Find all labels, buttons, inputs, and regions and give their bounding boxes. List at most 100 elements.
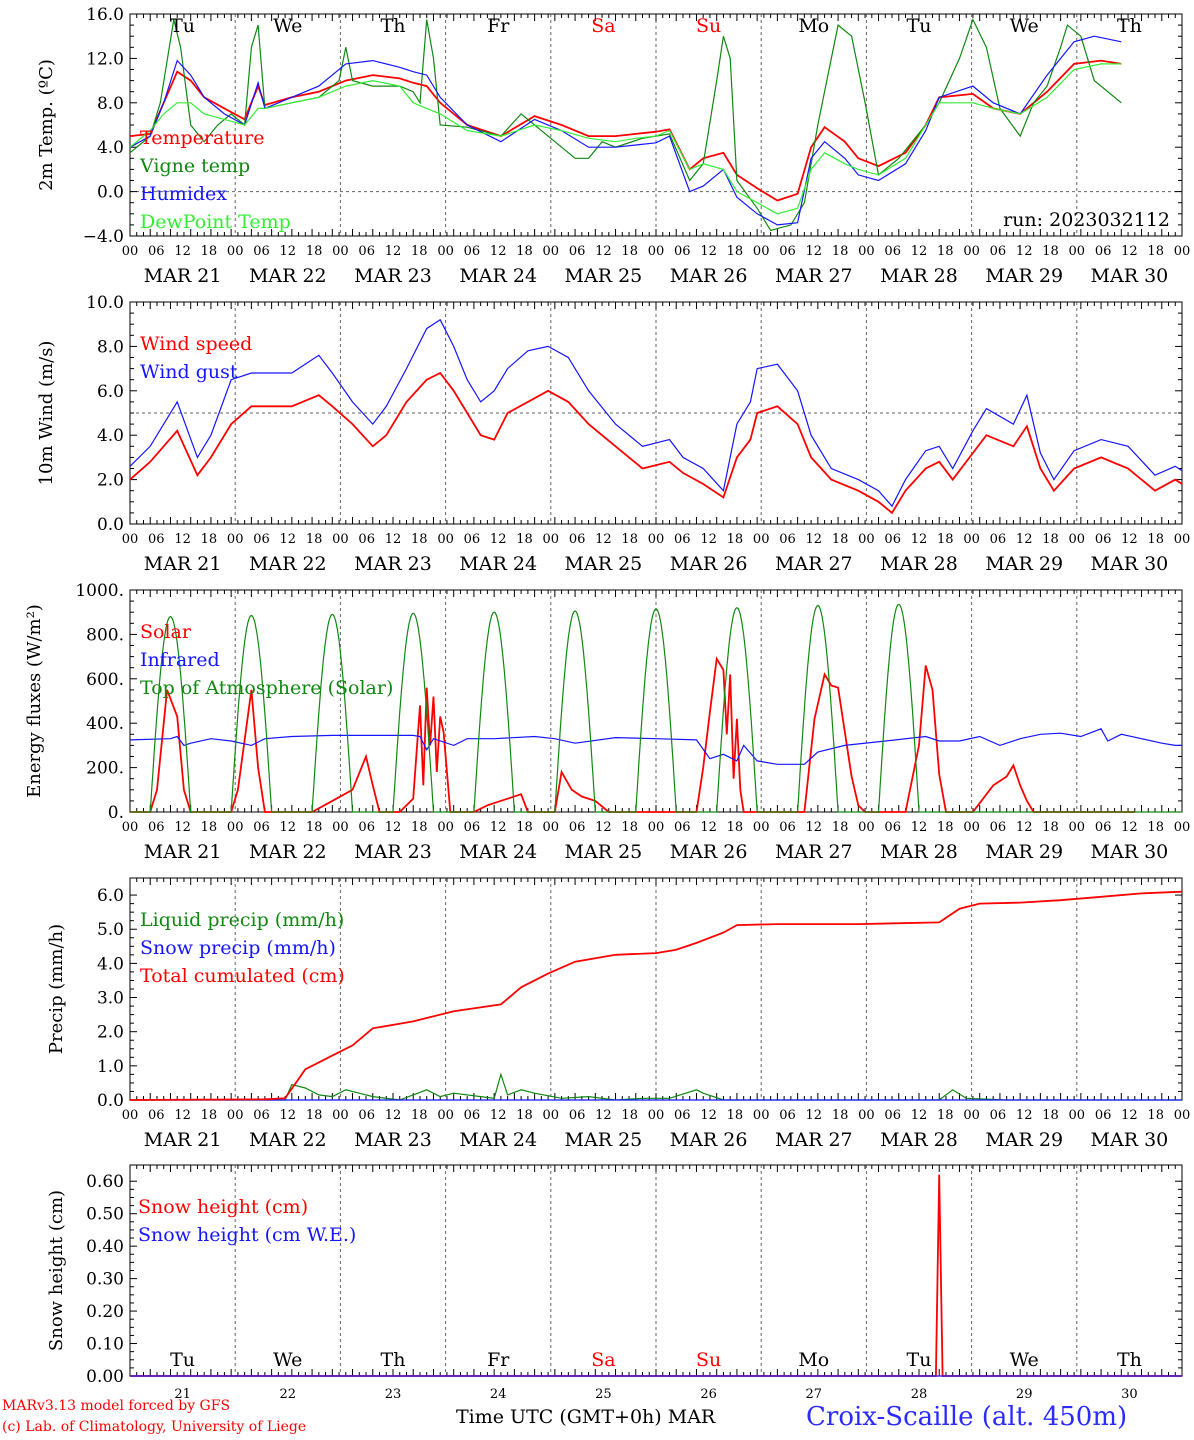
date-label: MAR 21 <box>144 553 222 575</box>
hour-tick-label: 00 <box>648 532 665 547</box>
hour-tick-label: 12 <box>280 820 297 835</box>
hour-tick-label: 00 <box>753 532 770 547</box>
model-credit: MARv3.13 model forced by GFS <box>2 1398 231 1414</box>
hour-tick-label: 06 <box>569 820 586 835</box>
hour-tick-label: 00 <box>1069 532 1086 547</box>
y-axis-label: Snow height (cm) <box>46 1190 67 1351</box>
hour-tick-label: 06 <box>464 532 481 547</box>
hour-tick-label: 00 <box>963 820 980 835</box>
hour-tick-label: 18 <box>727 532 744 547</box>
date-label: MAR 23 <box>354 841 432 863</box>
date-label: MAR 29 <box>985 841 1063 863</box>
day-number-label: 30 <box>1121 1387 1138 1402</box>
weekday-label: Mo <box>798 1349 829 1371</box>
y-tick-label: 3.0 <box>97 989 124 1009</box>
hour-tick-label: 18 <box>727 1108 744 1123</box>
hour-tick-label: 12 <box>280 244 297 259</box>
legend-entry: Wind gust <box>140 361 238 383</box>
hour-tick-label: 00 <box>648 820 665 835</box>
weekday-label: We <box>1010 1349 1039 1371</box>
hour-tick-label: 12 <box>911 244 928 259</box>
hour-tick-label: 06 <box>779 820 796 835</box>
legend-entry: Top of Atmosphere (Solar) <box>140 677 393 699</box>
hour-tick-label: 00 <box>648 1108 665 1123</box>
date-label: MAR 25 <box>565 553 643 575</box>
y-axis-label: 10m Wind (m/s) <box>36 341 57 486</box>
hour-tick-label: 12 <box>595 532 612 547</box>
y-tick-label: 2.0 <box>97 1023 124 1043</box>
hour-tick-label: 00 <box>753 820 770 835</box>
date-label: MAR 26 <box>670 841 748 863</box>
hour-tick-label: 06 <box>779 1108 796 1123</box>
weekday-label: Su <box>696 1349 721 1371</box>
legend-entry: Infrared <box>140 649 220 671</box>
hour-tick-label: 18 <box>1042 532 1059 547</box>
hour-tick-label: 18 <box>516 820 533 835</box>
hour-tick-label: 18 <box>306 820 323 835</box>
hour-tick-label: 06 <box>674 1108 691 1123</box>
hour-tick-label: 06 <box>884 1108 901 1123</box>
hour-tick-label: 00 <box>227 1108 244 1123</box>
hour-tick-label: 00 <box>543 244 560 259</box>
hour-tick-label: 06 <box>1095 1108 1112 1123</box>
series-line-wind-gust <box>129 318 1183 508</box>
date-label: MAR 23 <box>354 265 432 287</box>
hour-tick-label: 12 <box>700 1108 717 1123</box>
hour-tick-label: 06 <box>464 1108 481 1123</box>
hour-tick-label: 00 <box>753 244 770 259</box>
hour-tick-label: 06 <box>253 1108 270 1123</box>
hour-tick-label: 00 <box>437 532 454 547</box>
hour-tick-label: 06 <box>148 1108 165 1123</box>
hour-tick-label: 00 <box>1174 532 1191 547</box>
weekday-label: Sa <box>591 1349 615 1371</box>
hour-tick-label: 00 <box>437 244 454 259</box>
hour-tick-label: 12 <box>806 820 823 835</box>
hour-tick-label: 18 <box>1042 820 1059 835</box>
legend-entry: Total cumulated (cm) <box>140 965 345 987</box>
hour-tick-label: 06 <box>358 532 375 547</box>
weekday-label: Sa <box>591 15 615 37</box>
date-label: MAR 25 <box>565 1129 643 1151</box>
hour-tick-label: 06 <box>148 532 165 547</box>
date-label: MAR 21 <box>144 841 222 863</box>
y-tick-label: 6.0 <box>97 382 124 402</box>
hour-tick-label: 00 <box>543 1108 560 1123</box>
weekday-label: Th <box>381 1349 406 1371</box>
y-tick-label: 400. <box>86 714 124 734</box>
date-label: MAR 28 <box>880 841 958 863</box>
hour-tick-label: 00 <box>1174 244 1191 259</box>
hour-tick-label: 00 <box>437 820 454 835</box>
hour-tick-label: 00 <box>1174 820 1191 835</box>
hour-tick-label: 12 <box>700 532 717 547</box>
hour-tick-label: 00 <box>122 820 139 835</box>
time-axis-label: Time UTC (GMT+0h) <box>456 1406 662 1428</box>
hour-tick-label: 06 <box>569 532 586 547</box>
hour-tick-label: 12 <box>1121 820 1138 835</box>
hour-tick-label: 06 <box>358 244 375 259</box>
date-label: MAR 28 <box>880 1129 958 1151</box>
hour-tick-label: 06 <box>358 820 375 835</box>
date-label: MAR 27 <box>775 841 853 863</box>
hour-tick-label: 00 <box>122 532 139 547</box>
hour-tick-label: 00 <box>122 244 139 259</box>
hour-tick-label: 06 <box>569 1108 586 1123</box>
weekday-label: Tu <box>907 1349 932 1371</box>
weekday-label: Fr <box>487 15 510 37</box>
hour-tick-label: 00 <box>1174 1108 1191 1123</box>
hour-tick-label: 00 <box>858 1108 875 1123</box>
hour-tick-label: 00 <box>1069 820 1086 835</box>
date-label: MAR 23 <box>354 1129 432 1151</box>
hour-tick-label: 18 <box>306 244 323 259</box>
hour-tick-label: 06 <box>569 244 586 259</box>
hour-tick-label: 18 <box>201 820 218 835</box>
date-label: MAR 21 <box>144 1129 222 1151</box>
hour-tick-label: 06 <box>884 820 901 835</box>
y-axis-label: Precip (mm/h) <box>46 924 67 1054</box>
y-tick-label: 0.30 <box>86 1270 124 1290</box>
hour-tick-label: 06 <box>990 1108 1007 1123</box>
hour-tick-label: 18 <box>621 532 638 547</box>
legend-entry: Vigne temp <box>139 155 250 177</box>
y-tick-label: 200. <box>86 759 124 779</box>
chart-panel-4: 0.0 1.0 2.0 3.0 4.0 5.0 6.0 Precip (mm/h) Liquid… <box>46 877 1191 1151</box>
